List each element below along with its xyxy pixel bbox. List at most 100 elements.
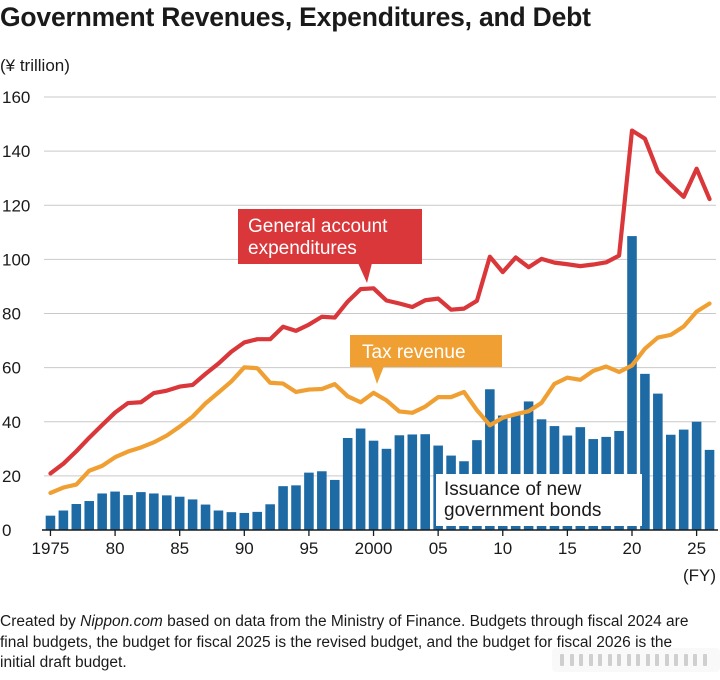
bond-bar	[136, 492, 146, 530]
bonds-label: government bonds	[444, 500, 601, 521]
bond-bar	[678, 429, 689, 530]
bonds-label: Issuance of new	[444, 479, 582, 500]
tax-revenue-callout-label: Tax revenue	[362, 342, 466, 363]
watermark-mark	[683, 654, 688, 666]
bond-bar	[317, 471, 327, 530]
bond-bar	[161, 495, 172, 530]
source-site: Nippon.com	[80, 613, 163, 630]
watermark-mark	[588, 654, 593, 666]
x-tick-label: 15	[558, 539, 577, 558]
watermark-mark	[607, 654, 612, 666]
bond-bar	[355, 428, 366, 530]
watermark-mark	[693, 654, 697, 666]
x-unit-label: (FY)	[683, 566, 716, 585]
axes: 0 20 40 60 80 100 120 140 160 1975 80 85 90 95 2000 05 1…	[2, 88, 718, 585]
watermark-mark	[626, 654, 631, 666]
bond-bar	[304, 472, 314, 530]
x-tick-label: 1975	[32, 539, 70, 558]
x-tick-label: 2000	[355, 539, 393, 558]
bond-bar	[110, 491, 120, 530]
source-suffix: based on data from the Ministry of Finan…	[0, 613, 689, 671]
y-tick-label: 120	[2, 196, 30, 215]
y-tick-label: 100	[2, 250, 30, 269]
x-tick-label: 80	[106, 539, 125, 558]
bond-bar	[407, 434, 418, 530]
bond-bar	[342, 437, 353, 530]
bond-bar	[485, 389, 495, 530]
chart-plot: 0 20 40 60 80 100 120 140 160 1975 80 85 90 95 2000 05 1…	[2, 88, 718, 585]
expenditures-callout-label: expenditures	[248, 238, 357, 259]
bond-bar	[226, 512, 237, 530]
bond-bar	[84, 501, 95, 530]
x-tick-label: 95	[299, 539, 318, 558]
bond-bar	[252, 511, 263, 530]
bond-bar	[123, 495, 133, 530]
watermark-mark	[617, 654, 621, 666]
expenditures-callout-pointer	[358, 263, 372, 283]
watermark-mark	[569, 654, 574, 666]
expenditures-line	[48, 128, 712, 476]
watermark-mark	[579, 654, 583, 666]
bond-bar	[187, 499, 198, 530]
bond-bar	[653, 393, 663, 530]
y-tick-label: 160	[2, 88, 30, 107]
x-tick-label: 85	[170, 539, 189, 558]
bond-bar	[200, 504, 211, 530]
source-note: Created by Nippon.com based on data from…	[0, 612, 700, 674]
x-tick-label: 25	[687, 539, 706, 558]
bond-bar	[394, 435, 405, 530]
watermark-mark	[645, 654, 650, 666]
x-tick-label: 20	[623, 539, 642, 558]
bond-bar	[497, 415, 508, 530]
bond-bar	[239, 512, 250, 530]
y-tick-label: 20	[2, 467, 21, 486]
tax-revenue-callout-pointer	[371, 366, 384, 384]
bond-bar	[97, 493, 107, 530]
watermark-mark	[560, 654, 564, 666]
bond-bar	[381, 448, 392, 530]
tax-revenue-line	[48, 301, 712, 496]
watermark-mark	[598, 654, 602, 666]
watermark-logo	[552, 648, 720, 672]
y-tick-label: 60	[2, 359, 21, 378]
bond-bar	[704, 449, 715, 530]
bond-bar	[45, 515, 56, 530]
bond-bar	[213, 510, 224, 530]
x-tick-label: 90	[235, 539, 254, 558]
y-unit-label: (¥ trillion)	[0, 56, 70, 75]
bond-bar	[640, 373, 650, 530]
bond-bar	[510, 414, 521, 530]
bond-bar	[329, 479, 340, 530]
x-tick-label: 05	[429, 539, 448, 558]
chart-title: Government Revenues, Expenditures, and D…	[0, 2, 591, 32]
x-tick-label: 10	[493, 539, 512, 558]
bond-bar	[420, 434, 431, 530]
bond-bar	[265, 504, 275, 530]
watermark-mark	[664, 654, 669, 666]
source-prefix: Created by	[0, 613, 81, 630]
bond-bar	[291, 485, 301, 530]
y-tick-label: 40	[2, 413, 21, 432]
tax-revenue-callout-box	[350, 335, 502, 367]
gridlines	[44, 96, 716, 477]
series-lines	[48, 128, 712, 496]
bond-bar	[627, 236, 637, 530]
watermark-mark	[655, 654, 659, 666]
bond-bar	[71, 504, 82, 530]
bond-bar	[278, 486, 288, 530]
bond-bar	[523, 401, 534, 530]
watermark-mark	[636, 654, 640, 666]
watermark-mark	[674, 654, 678, 666]
y-tick-label: 0	[2, 521, 11, 540]
bond-bar	[368, 440, 379, 530]
expenditures-callout-box	[238, 209, 422, 264]
watermark-mark	[702, 654, 707, 666]
bond-bar	[665, 434, 676, 530]
bonds-label-box	[436, 474, 642, 526]
bond-bar	[149, 493, 159, 530]
y-tick-label: 80	[2, 305, 21, 324]
bond-bar	[691, 421, 702, 530]
y-tick-label: 140	[2, 142, 30, 161]
bond-bar	[58, 510, 69, 530]
